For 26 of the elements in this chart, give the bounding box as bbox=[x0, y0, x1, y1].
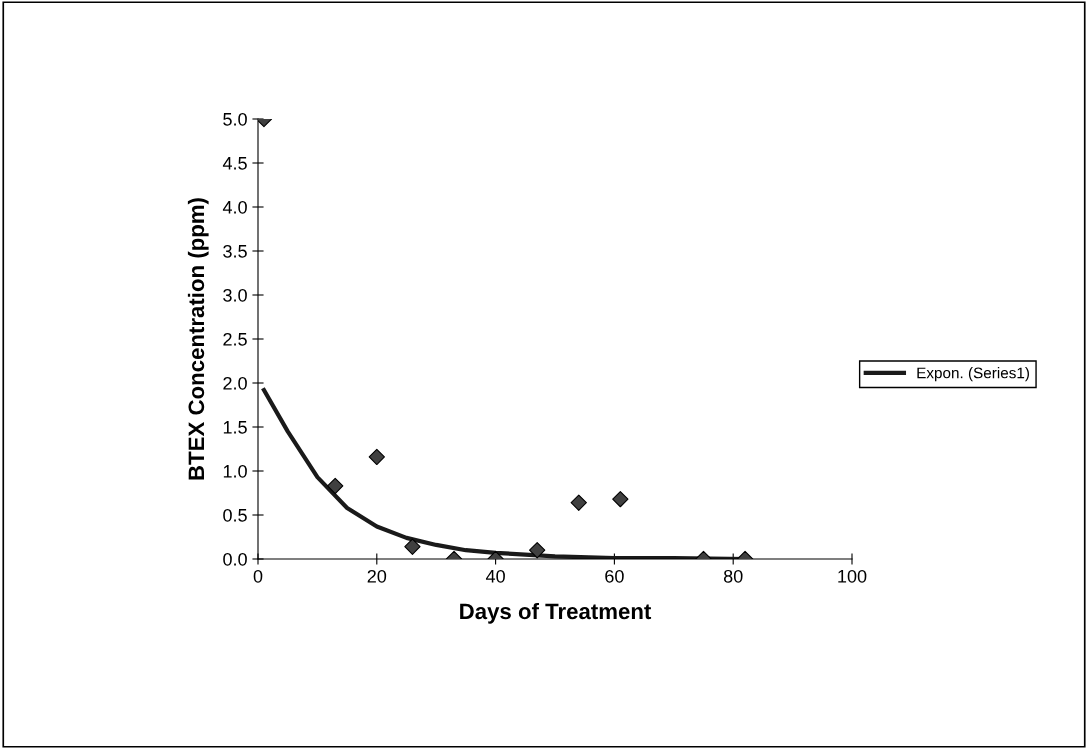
point bbox=[612, 490, 629, 508]
y-tick-label: 0.0 bbox=[223, 552, 247, 566]
point bbox=[404, 538, 421, 555]
y-tick-label: 3.0 bbox=[223, 288, 247, 302]
x-tick-label: 20 bbox=[367, 569, 387, 583]
point bbox=[529, 542, 546, 559]
point bbox=[368, 448, 385, 466]
y-tick-label: 4.0 bbox=[222, 200, 247, 214]
y-axis-title: BTEX Concentration (ppm) bbox=[187, 198, 209, 480]
x-tick-label: 60 bbox=[605, 569, 624, 583]
y-tick-label: 4.5 bbox=[222, 157, 247, 170]
y-tick-label: 1.0 bbox=[223, 464, 247, 478]
y-tick-label: 0.5 bbox=[223, 508, 247, 522]
legend-label: Expon. (Series1) bbox=[917, 367, 1029, 382]
y-tick-label: 1.5 bbox=[223, 421, 247, 434]
x-tick-label: 100 bbox=[838, 569, 867, 583]
x-tick-label: 40 bbox=[485, 569, 505, 583]
x-tick-label: 0 bbox=[253, 569, 263, 583]
y-tick-label: 2.5 bbox=[223, 332, 247, 346]
y-tick-label: 5.0 bbox=[223, 112, 247, 126]
y-tick-label: 2.0 bbox=[223, 376, 247, 390]
y-tick-label: 3.5 bbox=[223, 244, 247, 258]
x-tick-label: 80 bbox=[723, 569, 743, 583]
point bbox=[570, 494, 587, 511]
point bbox=[327, 477, 344, 495]
x-axis-title: Days of Treatment bbox=[460, 602, 652, 624]
